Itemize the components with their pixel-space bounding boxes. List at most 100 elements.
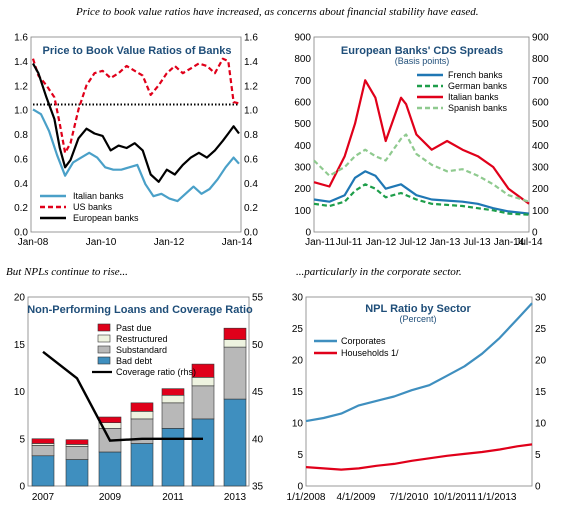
- npl-bar-substandard: [161, 402, 185, 429]
- sector-x-tick: 1/1/2013: [478, 492, 517, 503]
- npl-y-tick-right: 50: [252, 340, 264, 351]
- npl-y-tick-left: 20: [14, 293, 26, 304]
- sector-y-tick-left: 10: [292, 419, 304, 430]
- npl-y-tick-left: 0: [19, 482, 25, 493]
- npl-y-tick-right: 40: [252, 434, 264, 445]
- caption-middle-left: But NPLs continue to rise...: [6, 266, 128, 278]
- cds-x-tick: Jul-11: [336, 237, 363, 248]
- cds-y-tick-right: 800: [532, 54, 549, 65]
- cds-chart-title: European Banks' CDS Spreads: [341, 45, 503, 57]
- cds-y-tick-left: 500: [294, 119, 311, 130]
- sector-y-tick-left: 30: [292, 293, 304, 304]
- sector-x-tick: 1/1/2008: [287, 492, 326, 503]
- npl-legend-label: Past due: [116, 323, 152, 333]
- pb-x-tick: Jan-10: [86, 237, 117, 248]
- cds-x-tick: Jul-12: [399, 237, 427, 248]
- sector-y-tick-left: 5: [297, 450, 303, 461]
- sector-legend-label: Households 1/: [341, 348, 399, 358]
- npl-y-tick-left: 10: [14, 387, 26, 398]
- pb-x-tick: Jan-12: [154, 237, 185, 248]
- pb-y-tick-right: 0.4: [244, 179, 258, 190]
- npl-bar-past-due: [223, 327, 247, 340]
- sector-legend-label: Corporates: [341, 336, 386, 346]
- npl-bar-restructured: [161, 394, 185, 404]
- sector-y-tick-left: 15: [292, 387, 304, 398]
- npl-bar-past-due: [31, 438, 55, 444]
- npl-bar-restructured: [223, 339, 247, 348]
- npl-y-tick-right: 55: [252, 293, 264, 304]
- npl-y-tick-right: 45: [252, 387, 264, 398]
- npl-bar-restructured: [130, 411, 154, 420]
- npl-bar-bad-debt: [65, 459, 89, 487]
- cds-x-tick: Jul-14: [515, 237, 543, 248]
- cds-y-tick-left: 900: [294, 33, 311, 44]
- pb-y-tick-right: 1.6: [244, 33, 258, 44]
- pb-legend-label: Italian banks: [73, 191, 124, 201]
- cds-x-tick: Jul-13: [463, 237, 491, 248]
- cds-x-tick: Jan-14: [494, 237, 525, 248]
- pb-y-tick-left: 0.4: [14, 179, 28, 190]
- npl-bar-past-due: [161, 388, 185, 396]
- sector-y-tick-right: 5: [535, 450, 541, 461]
- npl-bar-bad-debt: [191, 418, 215, 487]
- pb-y-tick-left: 0.2: [14, 203, 28, 214]
- pb-y-tick-left: 1.6: [14, 33, 28, 44]
- npl-bar-substandard: [223, 346, 247, 400]
- pb-plot-frame: [30, 36, 242, 233]
- npl-y-tick-right: 35: [252, 482, 264, 493]
- cds-x-tick: Jan-13: [430, 237, 461, 248]
- series-line-italian-banks: [32, 108, 240, 203]
- sector-x-tick: 4/1/2009: [337, 492, 376, 503]
- cds-y-tick-left: 700: [294, 76, 311, 87]
- pb-y-tick-right: 1.4: [244, 57, 258, 68]
- cds-y-tick-right: 900: [532, 33, 549, 44]
- npl-bar-past-due: [130, 402, 154, 412]
- npl-x-tick: 2011: [162, 492, 184, 503]
- sector-chart-title: NPL Ratio by Sector: [365, 303, 471, 315]
- cds-y-tick-left: 300: [294, 163, 311, 174]
- npl-bar-bad-debt: [31, 455, 55, 487]
- series-line-households-1-: [305, 443, 533, 471]
- npl-legend-label: Bad debt: [116, 356, 153, 366]
- npl-bar-past-due: [65, 439, 89, 445]
- cds-legend-label: French banks: [448, 70, 503, 80]
- sector-x-tick: 7/1/2010: [390, 492, 429, 503]
- sector-y-tick-right: 30: [535, 293, 547, 304]
- caption-top: Price to book value ratios have increase…: [76, 6, 479, 18]
- sector-y-tick-right: 10: [535, 419, 547, 430]
- series-line-german-banks: [313, 183, 530, 216]
- sector-y-tick-right: 15: [535, 387, 547, 398]
- pb-y-tick-right: 1.2: [244, 81, 258, 92]
- pb-y-tick-left: 0.8: [14, 130, 28, 141]
- pb-y-tick-right: 0.0: [244, 228, 258, 239]
- sector-x-tick: 10/1/2011: [433, 492, 477, 503]
- series-line-us-banks: [31, 57, 240, 154]
- npl-bar-substandard: [191, 385, 215, 420]
- npl-legend-label: Restructured: [116, 334, 168, 344]
- npl-bar-restructured: [191, 377, 215, 387]
- npl-legend-swatch: [97, 356, 111, 365]
- cds-y-tick-left: 800: [294, 54, 311, 65]
- sector-plot-frame: [305, 296, 533, 487]
- pb-y-tick-left: 1.0: [14, 106, 28, 117]
- pb-legend-label: European banks: [73, 213, 139, 223]
- cds-x-tick: Jan-12: [366, 237, 397, 248]
- pb-chart-title: Price to Book Value Ratios of Banks: [43, 45, 232, 57]
- pb-x-tick: Jan-08: [18, 237, 49, 248]
- cds-y-tick-right: 0: [532, 228, 538, 239]
- sector-y-tick-left: 0: [297, 482, 303, 493]
- npl-coverage-ratio-line: [42, 350, 203, 442]
- pb-y-tick-right: 0.2: [244, 203, 258, 214]
- pb-y-tick-left: 1.4: [14, 57, 28, 68]
- pb-y-tick-right: 0.6: [244, 154, 258, 165]
- series-line-european-banks: [32, 62, 240, 183]
- series-line-corporates: [305, 302, 533, 423]
- npl-x-tick: 2013: [224, 492, 247, 503]
- sector-chart-subtitle: (Percent): [399, 314, 436, 324]
- cds-y-tick-right: 600: [532, 98, 549, 109]
- npl-bar-bad-debt: [98, 451, 122, 487]
- npl-bar-past-due: [191, 363, 215, 378]
- sector-y-tick-left: 20: [292, 356, 304, 367]
- cds-y-tick-right: 300: [532, 163, 549, 174]
- npl-legend-label: Substandard: [116, 345, 167, 355]
